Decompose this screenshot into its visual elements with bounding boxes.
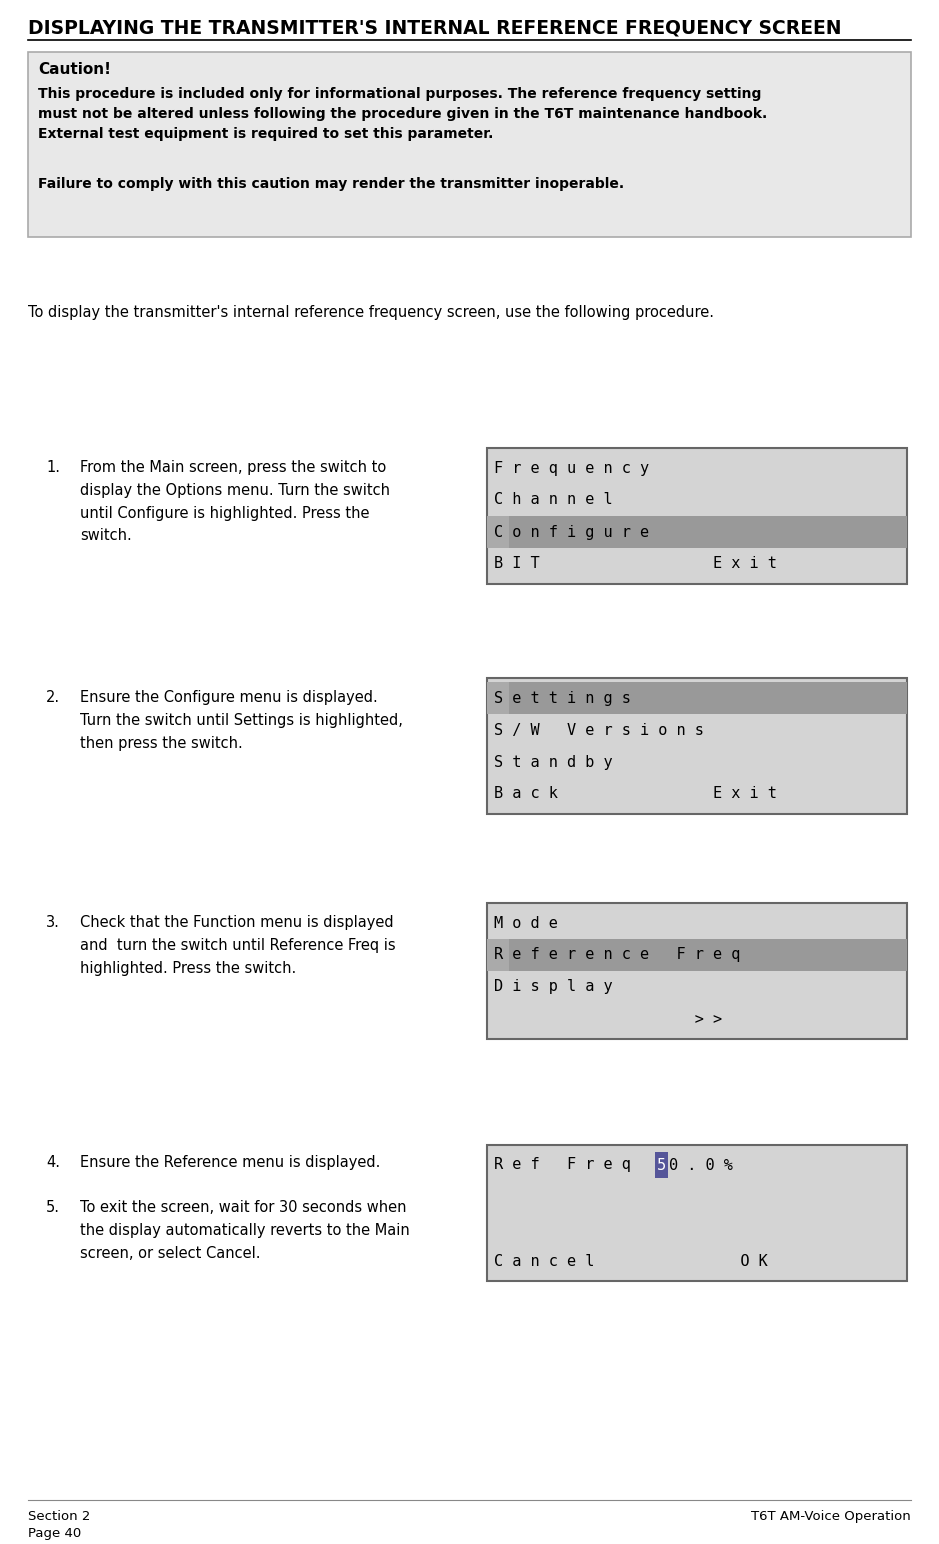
FancyBboxPatch shape	[28, 52, 911, 236]
Text: D i s p l a y: D i s p l a y	[494, 979, 612, 994]
Text: B a c k                 E x i t: B a c k E x i t	[494, 786, 777, 801]
Text: 3.: 3.	[46, 916, 60, 929]
Text: > >: > >	[494, 1011, 722, 1027]
Text: C a n c e l                O K: C a n c e l O K	[494, 1254, 768, 1269]
Text: F r e q u e n c y: F r e q u e n c y	[494, 460, 649, 476]
Text: B I T                   E x i t: B I T E x i t	[494, 556, 777, 571]
Text: R e f   F r e q: R e f F r e q	[494, 1158, 685, 1172]
Text: Check that the Function menu is displayed
and  turn the switch until Reference F: Check that the Function menu is displaye…	[80, 916, 395, 976]
Text: This procedure is included only for informational purposes. The reference freque: This procedure is included only for info…	[38, 86, 767, 141]
FancyBboxPatch shape	[487, 516, 509, 548]
Text: 1.: 1.	[46, 460, 60, 476]
FancyBboxPatch shape	[487, 448, 907, 584]
Text: 2.: 2.	[46, 690, 60, 706]
Text: Section 2: Section 2	[28, 1510, 90, 1522]
Text: Ensure the Reference menu is displayed.: Ensure the Reference menu is displayed.	[80, 1155, 380, 1170]
Text: Caution!: Caution!	[38, 62, 111, 77]
FancyBboxPatch shape	[487, 682, 509, 713]
Text: C o n f i g u r e: C o n f i g u r e	[494, 525, 649, 539]
Text: Ensure the Configure menu is displayed.
Turn the switch until Settings is highli: Ensure the Configure menu is displayed. …	[80, 690, 403, 750]
Text: 5.: 5.	[46, 1200, 60, 1215]
Text: S e t t i n g s: S e t t i n g s	[494, 690, 631, 706]
Text: To display the transmitter's internal reference frequency screen, use the follow: To display the transmitter's internal re…	[28, 306, 714, 320]
Text: DISPLAYING THE TRANSMITTER'S INTERNAL REFERENCE FREQUENCY SCREEN: DISPLAYING THE TRANSMITTER'S INTERNAL RE…	[28, 19, 841, 37]
FancyBboxPatch shape	[487, 678, 907, 814]
Text: 5: 5	[656, 1158, 666, 1172]
FancyBboxPatch shape	[487, 939, 509, 971]
FancyBboxPatch shape	[487, 1146, 907, 1282]
FancyBboxPatch shape	[487, 682, 907, 713]
Text: T6T AM-Voice Operation: T6T AM-Voice Operation	[751, 1510, 911, 1522]
Text: Failure to comply with this caution may render the transmitter inoperable.: Failure to comply with this caution may …	[38, 178, 624, 191]
Text: Page 40: Page 40	[28, 1527, 82, 1539]
Text: From the Main screen, press the switch to
display the Options menu. Turn the swi: From the Main screen, press the switch t…	[80, 460, 390, 543]
Text: M o d e: M o d e	[494, 916, 558, 931]
Text: C h a n n e l: C h a n n e l	[494, 493, 612, 508]
FancyBboxPatch shape	[654, 1152, 668, 1178]
FancyBboxPatch shape	[487, 939, 907, 971]
Text: S / W   V e r s i o n s: S / W V e r s i o n s	[494, 723, 704, 738]
FancyBboxPatch shape	[487, 516, 907, 548]
Text: To exit the screen, wait for 30 seconds when
the display automatically reverts t: To exit the screen, wait for 30 seconds …	[80, 1200, 409, 1260]
Text: 0 . 0 %: 0 . 0 %	[669, 1158, 732, 1172]
FancyBboxPatch shape	[487, 903, 907, 1039]
Text: S t a n d b y: S t a n d b y	[494, 755, 612, 769]
Text: 4.: 4.	[46, 1155, 60, 1170]
Text: R e f e r e n c e   F r e q: R e f e r e n c e F r e q	[494, 948, 740, 962]
